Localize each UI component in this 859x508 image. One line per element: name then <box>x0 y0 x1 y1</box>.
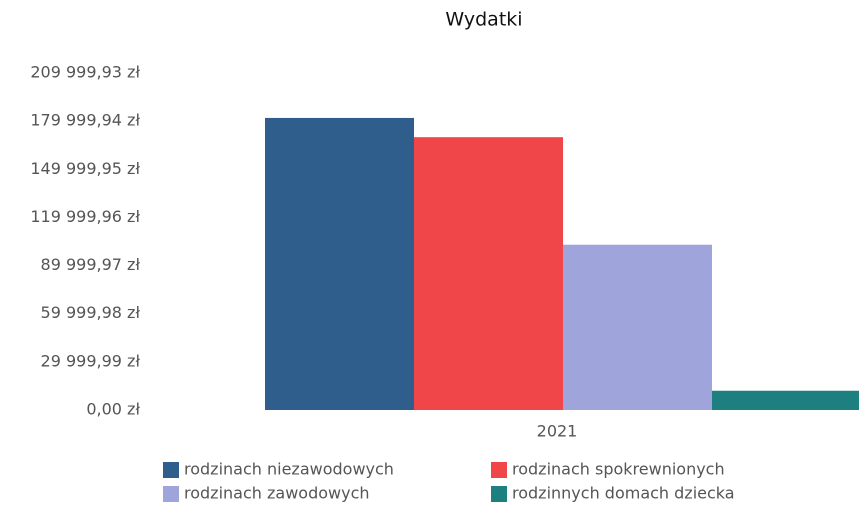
y-tick-label: 209 999,93 zł <box>30 63 140 82</box>
legend-label: rodzinach spokrewnionych <box>512 460 725 479</box>
y-tick-label: 89 999,97 zł <box>41 255 141 274</box>
bar <box>265 117 414 411</box>
y-tick-label: 59 999,98 zł <box>41 303 141 322</box>
y-tick-label: 119 999,96 zł <box>30 207 140 226</box>
bar <box>712 390 859 410</box>
y-tick-label: 0,00 zł <box>86 400 140 419</box>
bar <box>563 244 712 410</box>
y-tick-label: 29 999,99 zł <box>41 351 141 370</box>
legend-label: rodzinnych domach dziecka <box>512 484 735 503</box>
legend-swatch <box>491 486 507 502</box>
bar <box>414 137 563 411</box>
y-tick-label: 149 999,95 zł <box>30 159 140 178</box>
legend-label: rodzinach niezawodowych <box>184 460 394 479</box>
y-tick-label: 179 999,94 zł <box>30 111 140 130</box>
x-tick-label: 2021 <box>537 422 578 441</box>
legend-label: rodzinach zawodowych <box>184 484 370 503</box>
chart-title: Wydatki <box>445 9 522 31</box>
legend-swatch <box>163 462 179 478</box>
legend-swatch <box>163 486 179 502</box>
legend-swatch <box>491 462 507 478</box>
